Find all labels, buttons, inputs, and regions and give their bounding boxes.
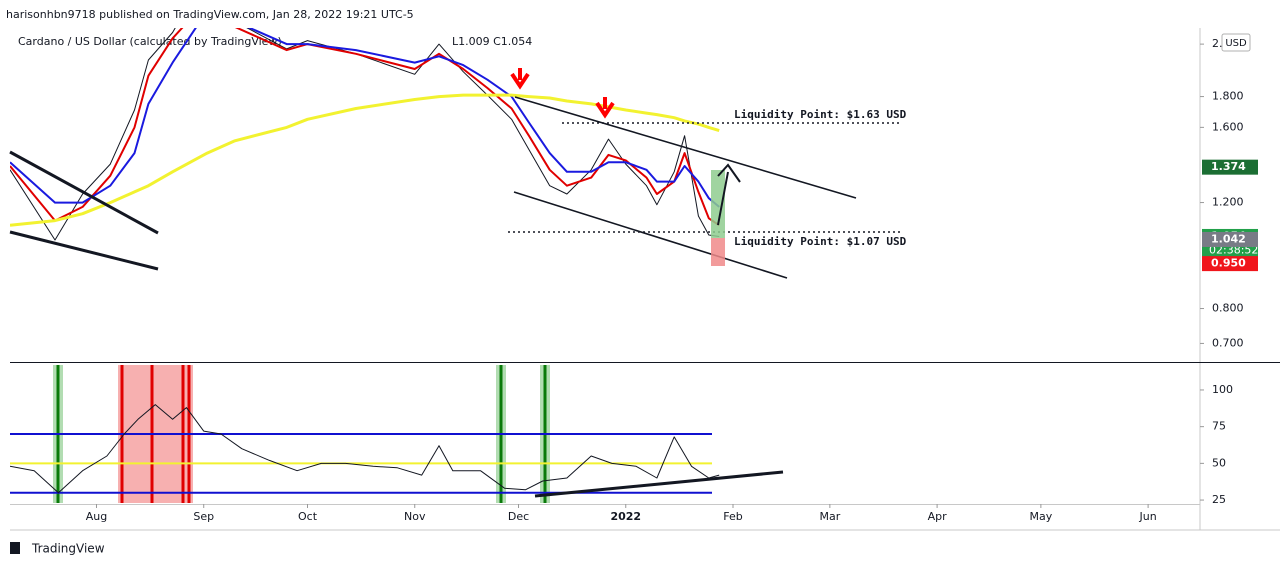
annotation: Liquidity Point: $1.07 USD <box>734 235 907 248</box>
annotation: Liquidity Point: $1.63 USD <box>734 108 907 121</box>
red-arrow <box>595 97 615 119</box>
series-line <box>10 404 720 494</box>
x-tick-label: Aug <box>86 510 107 523</box>
x-tick-label: Jun <box>1139 510 1157 523</box>
currency-box[interactable] <box>1221 33 1251 52</box>
x-tick-label: 2022 <box>610 510 641 523</box>
y-tick-label: 0.800 <box>1212 302 1244 315</box>
up-arrow <box>717 163 741 226</box>
logo-mark <box>10 542 20 554</box>
y-tick-label: 0.700 <box>1212 336 1244 349</box>
footer: TradingView <box>31 542 105 556</box>
price-badge-label: 1.374 <box>1211 160 1246 173</box>
x-tick-label: Mar <box>819 510 840 523</box>
price-badge <box>1202 231 1258 247</box>
oscillator-pane <box>10 365 720 503</box>
ohlc: L1.009 C1.054 <box>452 35 532 48</box>
y-tick-label: 1.200 <box>1212 196 1244 209</box>
wedge-line <box>9 230 159 271</box>
channel-line <box>514 96 857 199</box>
channel-line <box>513 191 788 279</box>
header: harisonhbn9718 published on TradingView.… <box>6 8 414 21</box>
red-arrow <box>510 68 530 90</box>
price-badge-label: 0.950 <box>1211 257 1246 270</box>
price-badge <box>1202 256 1258 272</box>
target-zone <box>711 170 725 238</box>
stop-zone <box>711 238 725 266</box>
series-line <box>10 28 720 227</box>
x-tick-label: Dec <box>508 510 529 523</box>
x-tick-label: Sep <box>193 510 214 523</box>
x-tick-label: Nov <box>404 510 426 523</box>
y-tick-label: 1.600 <box>1212 120 1244 133</box>
y-tick-label: 100 <box>1212 383 1233 396</box>
y-tick-label: 2. <box>1212 37 1223 50</box>
y-tick-label: 50 <box>1212 456 1226 469</box>
drawings <box>9 68 902 498</box>
x-tick-label: Feb <box>723 510 742 523</box>
x-tick-label: May <box>1029 510 1052 523</box>
series-line <box>10 28 720 208</box>
currency: USD <box>1225 38 1247 49</box>
series-line <box>10 93 720 227</box>
price-pane <box>10 28 720 241</box>
symbol-title: Cardano / US Dollar (calculated by Tradi… <box>18 35 282 48</box>
series-line <box>10 28 720 241</box>
x-tick-label: Oct <box>298 510 318 523</box>
y-tick-label: 25 <box>1212 493 1226 506</box>
price-badge <box>1202 159 1258 175</box>
y-tick-label: 75 <box>1212 420 1226 433</box>
oscillator-trendline <box>534 470 784 498</box>
price-badge-label: 1.042 <box>1211 232 1246 245</box>
x-tick-label: Apr <box>928 510 948 523</box>
y-tick-label: 1.800 <box>1212 90 1244 103</box>
wedge-line <box>9 150 159 235</box>
